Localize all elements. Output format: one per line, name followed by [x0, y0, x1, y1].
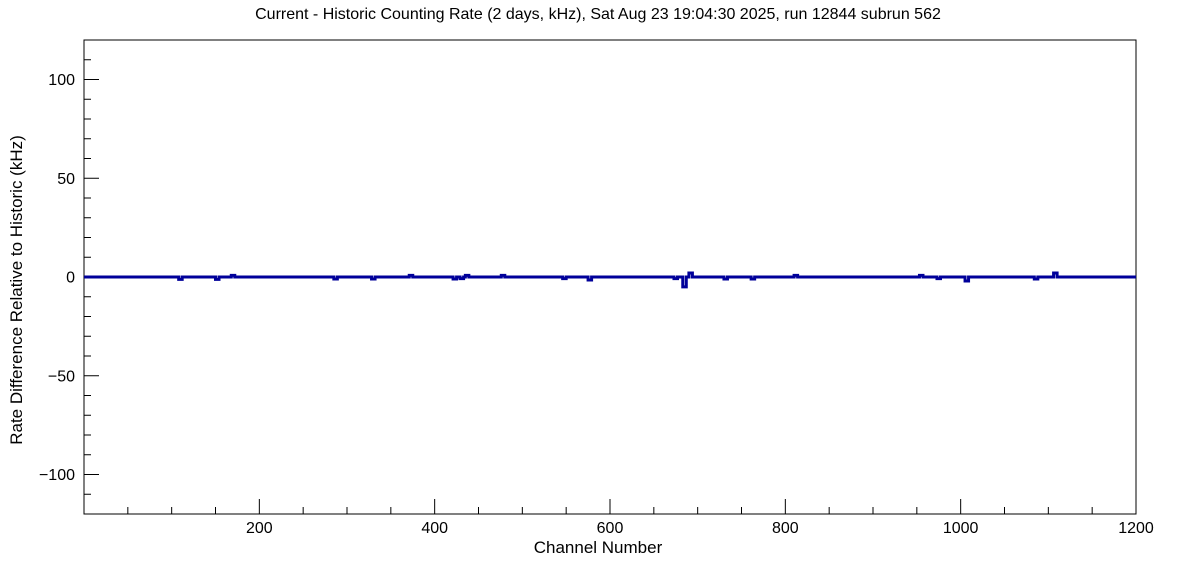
tick-label: 1200	[1118, 520, 1154, 537]
tick-label: 100	[48, 72, 75, 89]
data-series-line	[84, 271, 1136, 289]
tick-label: 50	[57, 171, 75, 188]
tick-label: −100	[39, 467, 75, 484]
x-axis-title: Channel Number	[533, 538, 663, 557]
y-axis-title: Rate Difference Relative to Historic (kH…	[7, 135, 26, 445]
tick-label: 200	[246, 520, 273, 537]
tick-label: 0	[66, 270, 75, 287]
tick-label: 800	[772, 520, 799, 537]
tick-label: 600	[597, 520, 624, 537]
axis-ticks	[84, 59, 1137, 514]
tick-label: 400	[421, 520, 448, 537]
tick-label: −50	[48, 368, 75, 385]
chart-title: Current - Historic Counting Rate (2 days…	[255, 6, 941, 23]
tick-label: 1000	[943, 520, 979, 537]
axis-tick-labels: 200 400 600 800 1000 1200 −100 −50 0 50 100	[39, 72, 1154, 537]
